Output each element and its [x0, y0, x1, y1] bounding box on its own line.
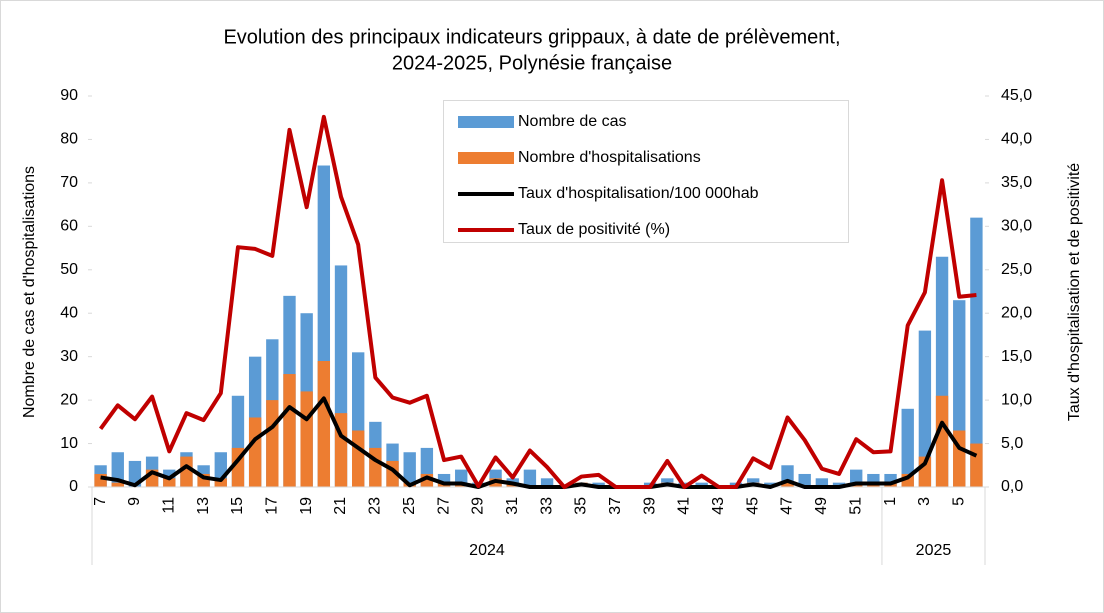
legend-label: Nombre d'hospitalisations	[518, 149, 701, 166]
y-tick-label: 10	[60, 435, 78, 452]
legend: Nombre de cas Nombre d'hospitalisations Ta…	[443, 100, 849, 243]
bar	[935, 395, 949, 487]
bar	[317, 361, 331, 487]
x-tick-label: 7	[92, 497, 109, 506]
bar	[815, 478, 829, 487]
bar	[764, 482, 777, 487]
bar	[970, 217, 983, 487]
y2-tick-label: 15,0	[1001, 348, 1032, 365]
x-tick-label: 35	[573, 497, 590, 515]
bar	[180, 456, 193, 487]
bar	[695, 482, 708, 487]
x-tick-label: 39	[641, 497, 658, 515]
bar	[94, 473, 107, 487]
line	[98, 114, 977, 489]
y-tick-label: 0	[69, 478, 78, 495]
bar	[798, 473, 811, 487]
bar	[901, 408, 914, 487]
bar	[111, 482, 124, 487]
y-tick-label: 30	[60, 348, 78, 365]
y2-tick-label: 45,0	[1001, 87, 1032, 104]
x-tick-label: 45	[744, 497, 761, 515]
bar	[283, 374, 296, 487]
bar	[403, 452, 416, 487]
y2-axis-title: Taux d'hospitalisation et de positivité	[1066, 163, 1083, 421]
line	[100, 396, 978, 489]
bar	[918, 330, 932, 487]
y-tick-label: 20	[60, 391, 78, 408]
x-tick-label: 25	[401, 497, 418, 515]
chart-title: 2024-2025, Polynésie française	[392, 52, 672, 74]
chart-title: Evolution des principaux indicateurs gri…	[223, 26, 840, 48]
bar	[523, 469, 537, 487]
bar	[781, 482, 794, 487]
bar	[832, 482, 846, 487]
legend-swatch	[458, 152, 514, 164]
y2-tick-label: 0,0	[1001, 478, 1023, 495]
x-tick-label: 23	[367, 497, 384, 515]
x-tick-label: 41	[676, 497, 693, 515]
x-tick-label: 49	[813, 497, 830, 515]
y-axis-title: Nombre de cas et d'hospitalisations	[21, 166, 38, 418]
x-tick-label: 37	[607, 497, 624, 515]
y-tick-label: 90	[60, 87, 78, 104]
x-tick-label: 21	[332, 497, 349, 515]
x-tick-label: 29	[470, 497, 487, 515]
bar	[540, 478, 554, 487]
y2-tick-label: 35,0	[1001, 174, 1032, 191]
x-tick-label: 9	[126, 497, 143, 506]
legend-label: Nombre de cas	[518, 113, 627, 130]
bar	[300, 391, 313, 487]
x-group-label: 2025	[916, 542, 952, 559]
y-tick-label: 40	[60, 304, 78, 321]
x-tick-label: 47	[779, 497, 796, 515]
legend-label: Taux de positivité (%)	[518, 221, 670, 238]
bar	[248, 417, 262, 487]
x-tick-label: 31	[504, 497, 521, 515]
x-tick-label: 3	[916, 497, 933, 506]
bar	[369, 447, 382, 487]
y-tick-label: 80	[60, 131, 78, 148]
bar	[214, 478, 227, 487]
y-tick-label: 70	[60, 174, 78, 191]
x-tick-label: 13	[195, 497, 212, 515]
x-tick-label: 17	[264, 497, 281, 515]
bar	[970, 443, 983, 487]
y2-tick-label: 40,0	[1001, 131, 1032, 148]
legend-swatch	[458, 116, 514, 128]
x-group-label: 2024	[469, 542, 505, 559]
x-tick-label: 43	[710, 497, 727, 515]
x-tick-label: 1	[882, 497, 899, 506]
y2-tick-label: 25,0	[1001, 261, 1032, 278]
y2-tick-label: 5,0	[1001, 435, 1023, 452]
y2-tick-label: 30,0	[1001, 218, 1032, 235]
legend-label: Taux d'hospitalisation/100 000hab	[518, 185, 759, 202]
y-tick-label: 50	[60, 261, 78, 278]
bar	[266, 400, 279, 487]
bar	[592, 482, 605, 487]
x-tick-label: 33	[538, 497, 555, 515]
y2-tick-label: 20,0	[1001, 304, 1032, 321]
bar	[163, 478, 176, 487]
x-tick-label: 19	[298, 497, 315, 515]
x-tick-label: 15	[229, 497, 246, 515]
y2-tick-label: 10,0	[1001, 391, 1032, 408]
x-tick-label: 5	[950, 497, 967, 506]
y-tick-label: 60	[60, 218, 78, 235]
x-tick-label: 27	[435, 497, 452, 515]
x-tick-label: 51	[847, 497, 864, 515]
x-tick-label: 11	[160, 497, 177, 514]
bar	[352, 430, 365, 487]
